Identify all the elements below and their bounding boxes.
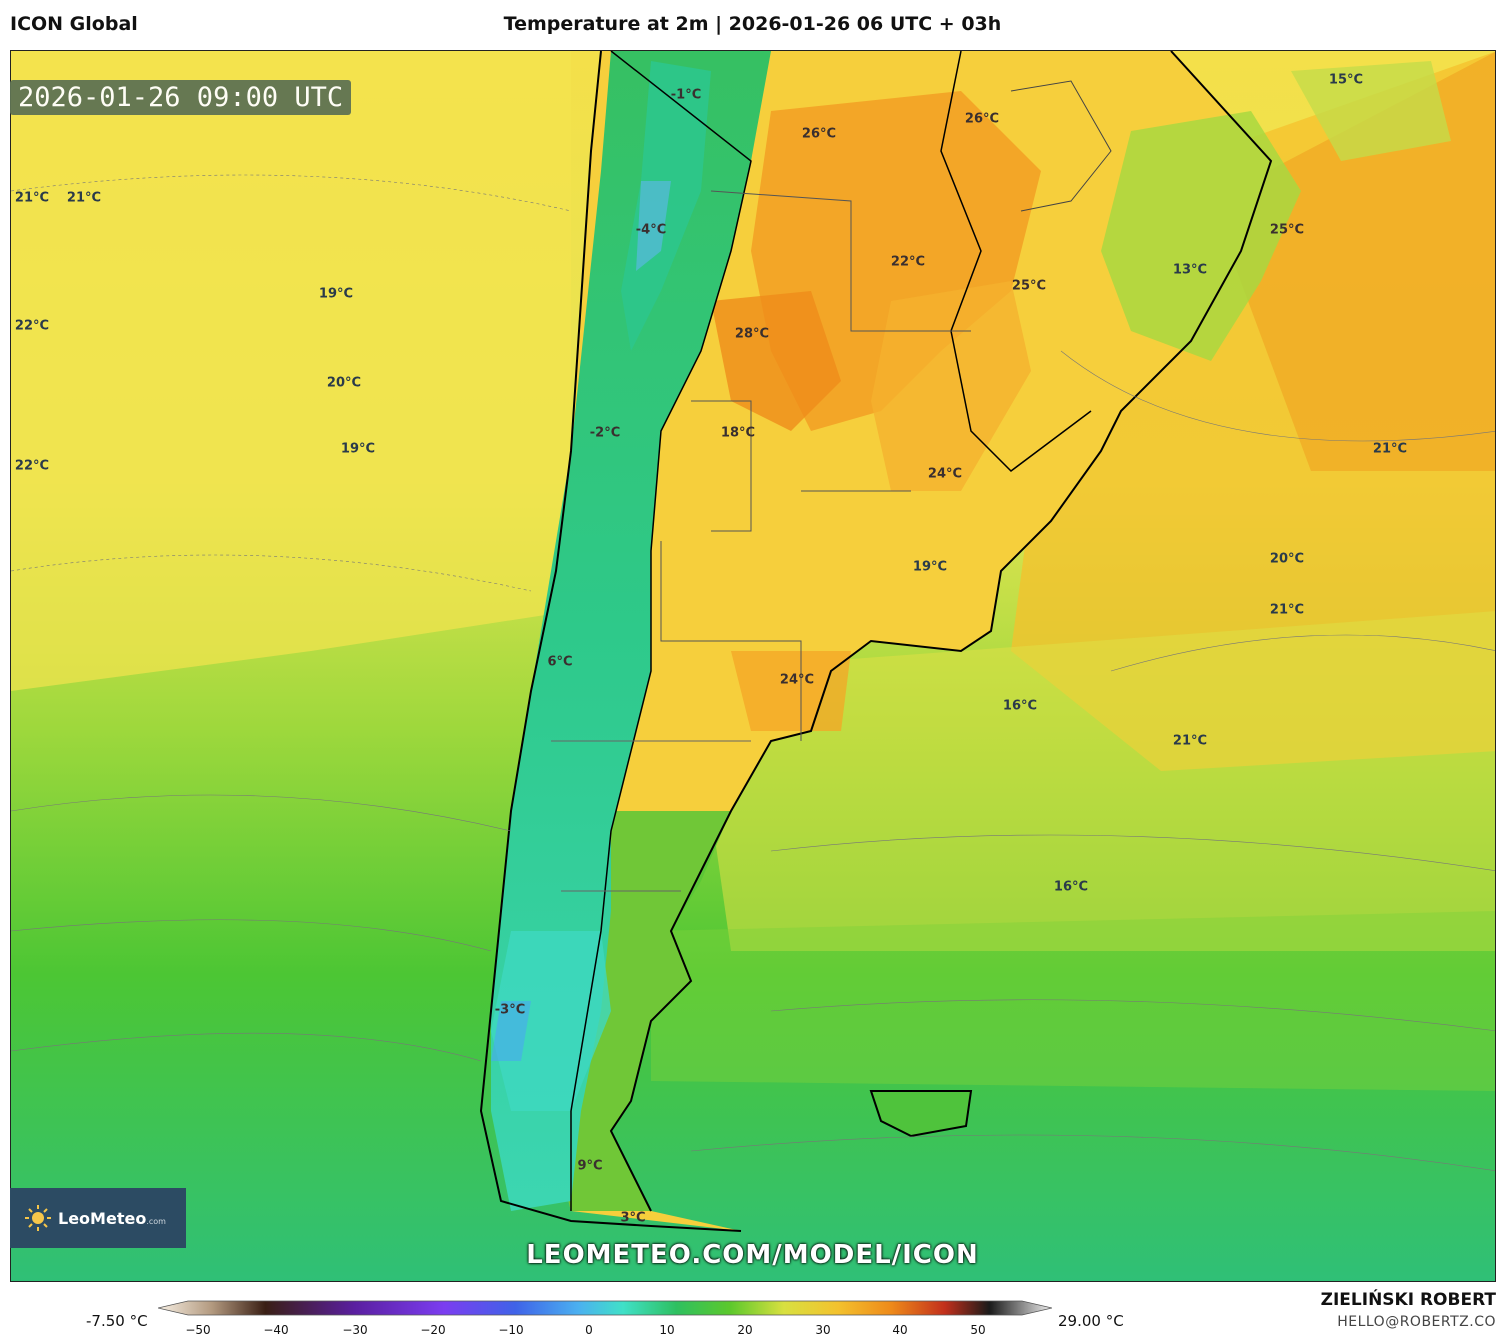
temp-label: 19°C [340,441,376,457]
temp-label: -3°C [494,1002,526,1018]
temp-label: 21°C [1372,441,1408,457]
colorbar-tick: 20 [737,1323,753,1337]
temp-label: 24°C [927,466,963,482]
colorbar-tick: 10 [659,1323,675,1337]
temp-label: 3°C [620,1210,646,1226]
temp-label: 19°C [912,559,948,575]
temp-label: 25°C [1269,222,1305,238]
author-name: ZIELIŃSKI ROBERT [1320,1290,1496,1310]
temp-label: 20°C [1269,551,1305,567]
source-url[interactable]: LEOMETEO.COM/MODEL/ICON [526,1240,979,1270]
colorbar-tick: −10 [498,1323,524,1337]
logo-text: LeoMeteo.com [58,1208,166,1228]
temp-label: 21°C [66,190,102,206]
colorbar-tick: −30 [342,1323,368,1337]
temp-label: -4°C [635,222,667,238]
temp-label: 25°C [1011,278,1047,294]
author-email[interactable]: HELLO@ROBERTZ.CO [1337,1314,1496,1330]
temperature-map[interactable] [10,50,1496,1282]
colorbar-min-label: -7.50 °C [86,1312,148,1330]
colorbar-max-label: 29.00 °C [1058,1312,1124,1330]
leometeo-logo[interactable]: LeoMeteo.com [10,1188,186,1248]
temp-label: 26°C [801,126,837,142]
temp-label: 9°C [577,1158,603,1174]
colorbar-tick: 50 [970,1323,986,1337]
temp-label: 15°C [1328,72,1364,88]
temp-label: -1°C [670,87,702,103]
colorbar-tick: −50 [185,1323,211,1337]
colorbar [158,1300,1052,1316]
temp-label: 22°C [14,318,50,334]
temp-label: 13°C [1172,262,1208,278]
colorbar-tick: 40 [892,1323,908,1337]
temp-label: 24°C [779,672,815,688]
colorbar-tick: 30 [815,1323,831,1337]
temp-label: 21°C [1172,733,1208,749]
temp-label: 22°C [14,458,50,474]
colorbar-tick: −40 [263,1323,289,1337]
sun-icon [24,1204,52,1232]
chart-title: Temperature at 2m | 2026-01-26 06 UTC + … [503,13,1002,35]
temp-label: 16°C [1002,698,1038,714]
temp-label: 21°C [1269,602,1305,618]
temp-label: 19°C [318,286,354,302]
temp-label: 16°C [1053,879,1089,895]
temp-label: -2°C [589,425,621,441]
temp-label: 26°C [964,111,1000,127]
temp-label: 20°C [326,375,362,391]
temp-label: 18°C [720,425,756,441]
map-canvas [11,51,1495,1281]
temp-label: 6°C [547,654,573,670]
model-name: ICON Global [10,13,138,35]
valid-time-badge: 2026-01-26 09:00 UTC [10,80,352,115]
temp-label: 21°C [14,190,50,206]
colorbar-tick: −20 [420,1323,446,1337]
temp-label: 22°C [890,254,926,270]
colorbar-tick: 0 [585,1323,593,1337]
temp-label: 28°C [734,326,770,342]
